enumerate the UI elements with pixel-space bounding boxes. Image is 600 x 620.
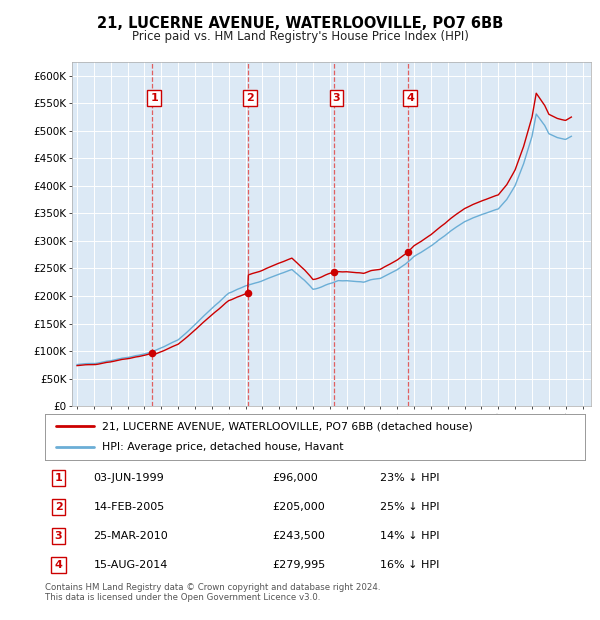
Point: [403, 247, 412, 257]
Text: 25% ↓ HPI: 25% ↓ HPI: [380, 502, 439, 512]
Text: 2: 2: [246, 93, 254, 103]
Text: £279,995: £279,995: [272, 560, 325, 570]
Text: HPI: Average price, detached house, Havant: HPI: Average price, detached house, Hava…: [101, 443, 343, 453]
Text: 4: 4: [55, 560, 62, 570]
Text: 1: 1: [55, 472, 62, 483]
Text: Contains HM Land Registry data © Crown copyright and database right 2024.
This d: Contains HM Land Registry data © Crown c…: [45, 583, 380, 602]
Text: 21, LUCERNE AVENUE, WATERLOOVILLE, PO7 6BB (detached house): 21, LUCERNE AVENUE, WATERLOOVILLE, PO7 6…: [101, 421, 472, 431]
Text: 23% ↓ HPI: 23% ↓ HPI: [380, 472, 439, 483]
Text: 14-FEB-2005: 14-FEB-2005: [94, 502, 165, 512]
Text: 4: 4: [406, 93, 414, 103]
Text: Price paid vs. HM Land Registry's House Price Index (HPI): Price paid vs. HM Land Registry's House …: [131, 30, 469, 43]
Text: 14% ↓ HPI: 14% ↓ HPI: [380, 531, 439, 541]
Text: 2: 2: [55, 502, 62, 512]
Text: 3: 3: [332, 93, 340, 103]
Text: 16% ↓ HPI: 16% ↓ HPI: [380, 560, 439, 570]
Point: [243, 288, 253, 298]
Text: £96,000: £96,000: [272, 472, 317, 483]
Point: [329, 267, 338, 277]
Text: 03-JUN-1999: 03-JUN-1999: [94, 472, 164, 483]
Text: 1: 1: [150, 93, 158, 103]
Text: £205,000: £205,000: [272, 502, 325, 512]
Point: [147, 348, 157, 358]
Text: 15-AUG-2014: 15-AUG-2014: [94, 560, 168, 570]
Text: 25-MAR-2010: 25-MAR-2010: [94, 531, 169, 541]
Text: 3: 3: [55, 531, 62, 541]
Text: £243,500: £243,500: [272, 531, 325, 541]
Text: 21, LUCERNE AVENUE, WATERLOOVILLE, PO7 6BB: 21, LUCERNE AVENUE, WATERLOOVILLE, PO7 6…: [97, 16, 503, 30]
